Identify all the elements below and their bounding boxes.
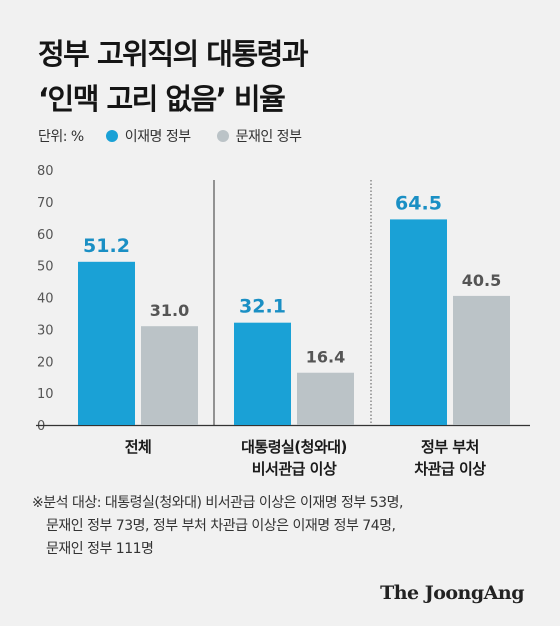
y-tick-label: 40 — [37, 292, 54, 307]
y-tick-label: 10 — [37, 387, 54, 402]
x-tick-label: 전체 — [125, 438, 152, 456]
y-tick-label: 60 — [37, 228, 54, 243]
x-tick-label: 차관급 이상 — [414, 460, 486, 478]
legend-label-moon: 문재인 정부 — [235, 129, 302, 145]
data-label: 31.0 — [150, 301, 189, 320]
chart-title-line-2: ‘인맥 고리 없음’ 비율 — [38, 82, 286, 116]
legend-item-lee: 이재명 정부 — [105, 126, 191, 146]
footnote-line-2: 문재인 정부 73명, 정부 부처 차관급 이상은 이재명 정부 74명, — [46, 518, 396, 534]
unit-label: 단위: % — [38, 129, 84, 145]
bar-lee — [234, 322, 291, 425]
data-label: 51.2 — [83, 235, 130, 257]
y-tick-label: 0 — [37, 419, 45, 434]
x-tick-label: 정부 부처 — [421, 438, 479, 456]
brand-logo: The JoongAng — [380, 582, 524, 604]
y-tick-label: 20 — [37, 355, 54, 370]
bar-lee — [78, 261, 135, 425]
chart-title: 정부 고위직의 대통령과 ‘인맥 고리 없음’ 비율 — [38, 32, 309, 122]
y-tick-label: 80 — [37, 164, 54, 179]
footnote-line-3: 문재인 정부 111명 — [46, 541, 154, 557]
data-label: 40.5 — [462, 271, 501, 290]
legend-item-moon: 문재인 정부 — [216, 126, 302, 146]
bar-moon — [297, 372, 354, 425]
bar-moon — [453, 295, 510, 425]
chart-title-line-1: 정부 고위직의 대통령과 — [38, 37, 309, 71]
legend: 단위: % 이재명 정부 문재인 정부 — [38, 126, 327, 146]
y-tick-label: 30 — [37, 323, 54, 338]
bar-moon — [141, 326, 198, 425]
x-tick-label: 대통령실(청와대) — [241, 438, 347, 456]
footnote-line-1: ※분석 대상: 대통령실(청와대) 비서관급 이상은 이재명 정부 53명, — [32, 495, 403, 511]
footnote: ※분석 대상: 대통령실(청와대) 비서관급 이상은 이재명 정부 53명, 문… — [32, 492, 403, 561]
y-tick-label: 70 — [37, 196, 54, 211]
x-tick-label: 비서관급 이상 — [252, 460, 337, 478]
data-label: 16.4 — [306, 348, 345, 367]
y-tick-label: 50 — [37, 260, 54, 275]
legend-swatch-lee — [105, 130, 118, 142]
bar-lee — [390, 219, 447, 425]
legend-swatch-moon — [216, 130, 229, 142]
data-label: 32.1 — [239, 296, 286, 318]
data-label: 64.5 — [395, 192, 442, 214]
legend-label-lee: 이재명 정부 — [124, 129, 191, 145]
